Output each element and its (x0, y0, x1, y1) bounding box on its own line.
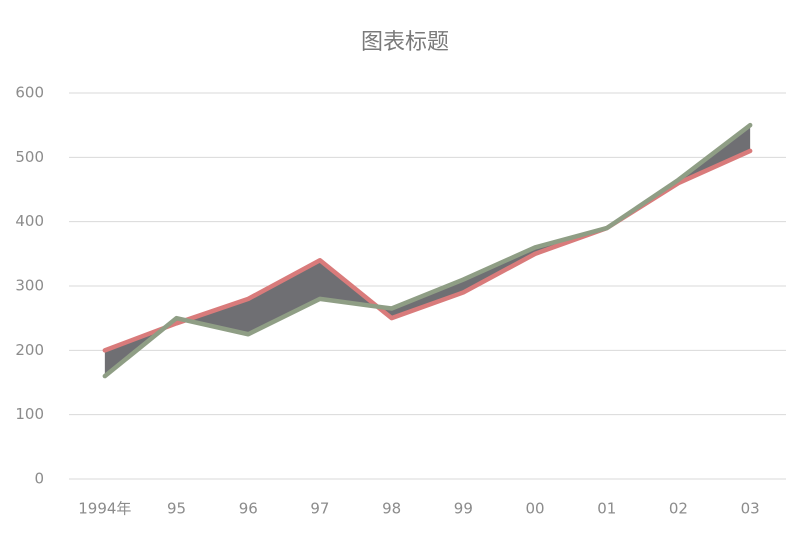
x-tick-label: 99 (454, 500, 473, 518)
y-tick-label: 600 (15, 84, 44, 102)
y-tick-label: 400 (15, 212, 44, 230)
y-tick-label: 200 (15, 341, 44, 359)
band-fill (104, 125, 751, 377)
x-tick-label: 1994年 (78, 500, 131, 518)
x-tick-label: 01 (597, 500, 616, 518)
x-tick-label: 98 (382, 500, 401, 518)
x-tick-label: 00 (526, 500, 545, 518)
x-tick-label: 96 (239, 500, 258, 518)
x-tick-label: 03 (741, 500, 760, 518)
x-tick-label: 97 (310, 500, 329, 518)
chart-title: 图表标题 (361, 30, 449, 55)
y-tick-label: 500 (15, 148, 44, 166)
x-tick-label: 95 (167, 500, 186, 518)
x-tick-label: 02 (669, 500, 688, 518)
y-tick-label: 0 (34, 470, 44, 488)
y-tick-label: 300 (15, 277, 44, 295)
series-line (102, 122, 753, 379)
y-tick-label: 100 (15, 405, 44, 423)
